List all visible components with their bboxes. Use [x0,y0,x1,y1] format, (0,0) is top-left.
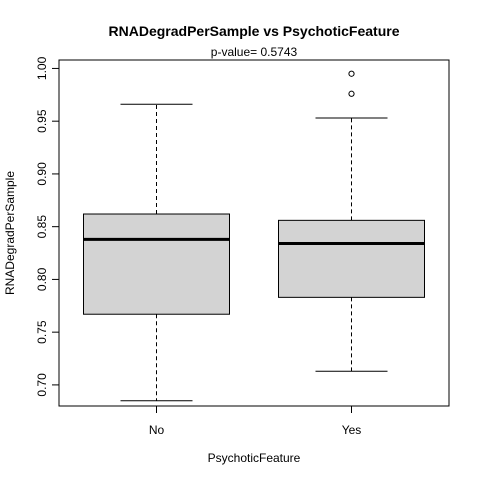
y-tick-label: 0.85 [35,215,49,239]
y-tick-label: 0.75 [35,320,49,344]
x-tick-label: No [149,423,165,437]
box-no [83,103,230,402]
chart-title: RNADegradPerSample vs PsychoticFeature [109,23,400,39]
y-tick-label: 0.95 [35,109,49,133]
plot-frame [58,59,450,407]
x-axis: No Yes [149,406,361,437]
y-tick-label: 0.90 [35,162,49,186]
iqr-box [83,213,230,315]
iqr-box [278,219,425,298]
outlier-point [348,90,355,97]
y-tick-label: 0.70 [35,373,49,397]
y-axis: 0.70 0.75 0.80 0.85 0.90 0.95 1.00 [35,56,59,397]
x-axis-label: PsychoticFeature [208,451,301,465]
y-tick-label: 0.80 [35,267,49,291]
chart-subtitle: p-value= 0.5743 [211,45,298,59]
box-yes [278,70,425,372]
y-tick-label: 1.00 [35,56,49,80]
y-axis-label: RNADegradPerSample [3,171,17,295]
outlier-point [348,70,355,77]
x-tick-label: Yes [342,423,362,437]
boxes-group [83,70,425,402]
